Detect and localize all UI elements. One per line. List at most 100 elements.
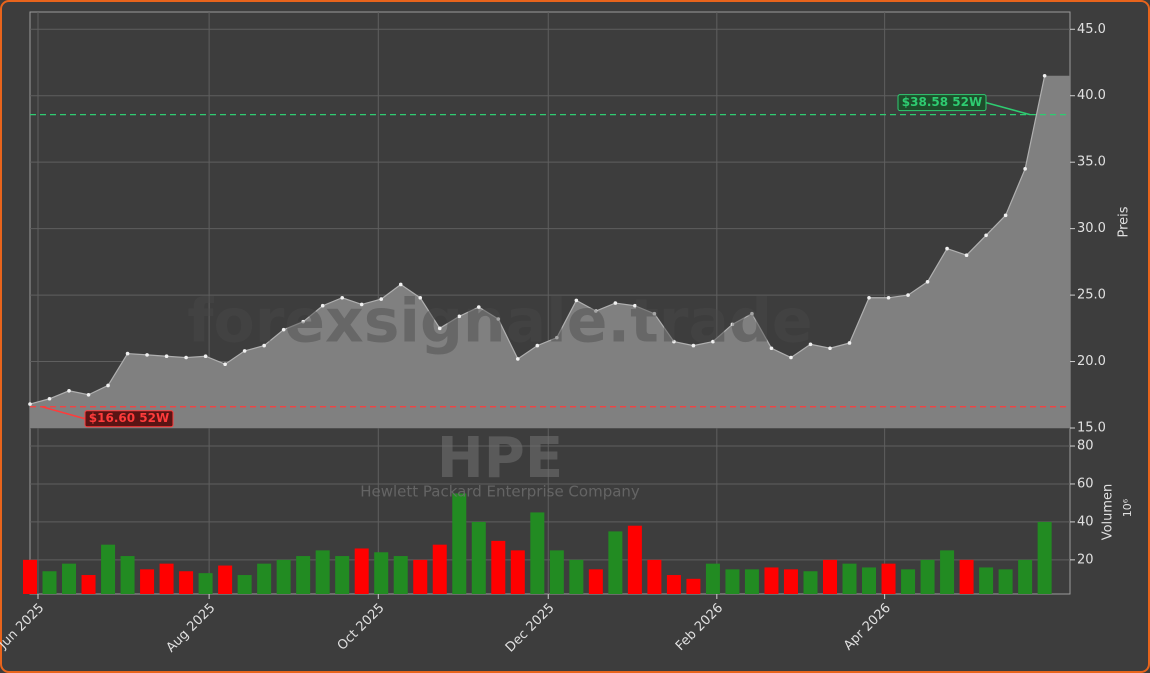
volume-bar (569, 559, 584, 594)
price-point (457, 314, 462, 319)
volume-bar (23, 559, 37, 594)
volume-bar (491, 540, 506, 594)
volume-bar (315, 550, 330, 594)
volume-bar (218, 565, 233, 594)
price-point (281, 327, 286, 332)
price-point (711, 339, 715, 344)
volume-bar (686, 578, 701, 594)
price-point (730, 322, 735, 327)
price-point (984, 233, 988, 238)
price-point (242, 349, 247, 353)
volume-bar (959, 559, 974, 594)
volume-bar (764, 567, 779, 594)
price-point (613, 301, 618, 305)
price-point (28, 402, 32, 406)
volume-bar (81, 575, 96, 594)
volume-bar (725, 569, 740, 594)
volume-bar (471, 521, 486, 594)
price-area (30, 75, 1070, 428)
price-point (594, 309, 598, 313)
level-arrow (41, 406, 86, 420)
price-point (476, 305, 481, 309)
volume-bar (862, 567, 877, 594)
volume-bar (354, 548, 369, 594)
price-point (301, 319, 305, 324)
price-point (262, 343, 266, 348)
y-axis-label: Preis (1117, 206, 1132, 237)
volume-bar (608, 531, 623, 594)
price-point (398, 282, 403, 287)
price-point (437, 326, 442, 331)
price-point (320, 303, 325, 308)
price-point (203, 354, 208, 359)
price-point (379, 297, 384, 301)
volume-bar (940, 550, 955, 594)
price-point (1042, 73, 1047, 78)
y2-tick-label: 40 (1077, 514, 1094, 529)
price-point (1023, 167, 1027, 171)
volume-bar (432, 544, 447, 594)
level-arrow (985, 101, 1031, 116)
volume-bar (920, 559, 935, 594)
y2-tick-label: 20 (1077, 552, 1094, 567)
price-point (106, 383, 110, 388)
price-point (359, 302, 364, 307)
price-point (67, 388, 71, 393)
volume-bar (803, 571, 818, 594)
volume-bar (647, 559, 662, 594)
price-point (555, 335, 559, 340)
volume-bar (842, 563, 857, 594)
price-point (164, 354, 169, 359)
volume-bar (393, 556, 408, 594)
volume-bar (510, 550, 525, 594)
volume-bar (335, 556, 350, 594)
y-tick-label: 30.0 (1077, 221, 1106, 236)
price-point (125, 351, 130, 356)
price-point (1003, 213, 1008, 218)
price-point (847, 341, 852, 345)
price-point (496, 317, 501, 321)
volume-bar (1018, 559, 1033, 594)
price-point (945, 246, 949, 251)
volume-bar (666, 575, 681, 594)
price-point (808, 342, 813, 347)
y2-axis-label: Volumen (1101, 484, 1116, 541)
price-point (47, 396, 52, 401)
volume-bar (159, 563, 174, 594)
price-point (223, 362, 227, 367)
level-box (84, 410, 174, 428)
volume-bar (257, 563, 272, 594)
volume-bar (744, 569, 759, 594)
volume-bar (374, 552, 389, 594)
price-point (672, 339, 676, 344)
y2-tick-label: 80 (1077, 439, 1094, 454)
level-box (897, 94, 987, 112)
volume-bar (179, 571, 194, 594)
volume-bar (998, 569, 1013, 594)
level-label: $38.58 52W (902, 95, 982, 109)
volume-bar (237, 575, 252, 594)
price-point (652, 311, 657, 316)
y-tick-label: 25.0 (1077, 288, 1106, 303)
volume-bar (276, 559, 291, 594)
volume-bar (627, 525, 642, 594)
volume-bar (881, 563, 896, 594)
volume-bar (62, 563, 77, 594)
volume-bar (198, 573, 213, 594)
volume-bar (530, 512, 545, 594)
volume-bar (1037, 521, 1052, 594)
y-tick-label: 40.0 (1077, 88, 1106, 103)
price-point (828, 346, 832, 351)
volume-bar (452, 493, 467, 594)
price-point (691, 343, 696, 348)
y-tick-label: 20.0 (1077, 354, 1106, 369)
volume-bar (549, 550, 564, 594)
y-tick-label: 35.0 (1077, 155, 1106, 170)
volume-bar (296, 556, 311, 594)
volume-bar (413, 559, 428, 594)
price-point (750, 311, 754, 316)
ticker: HPE (437, 426, 563, 491)
volume-bar (101, 544, 116, 594)
